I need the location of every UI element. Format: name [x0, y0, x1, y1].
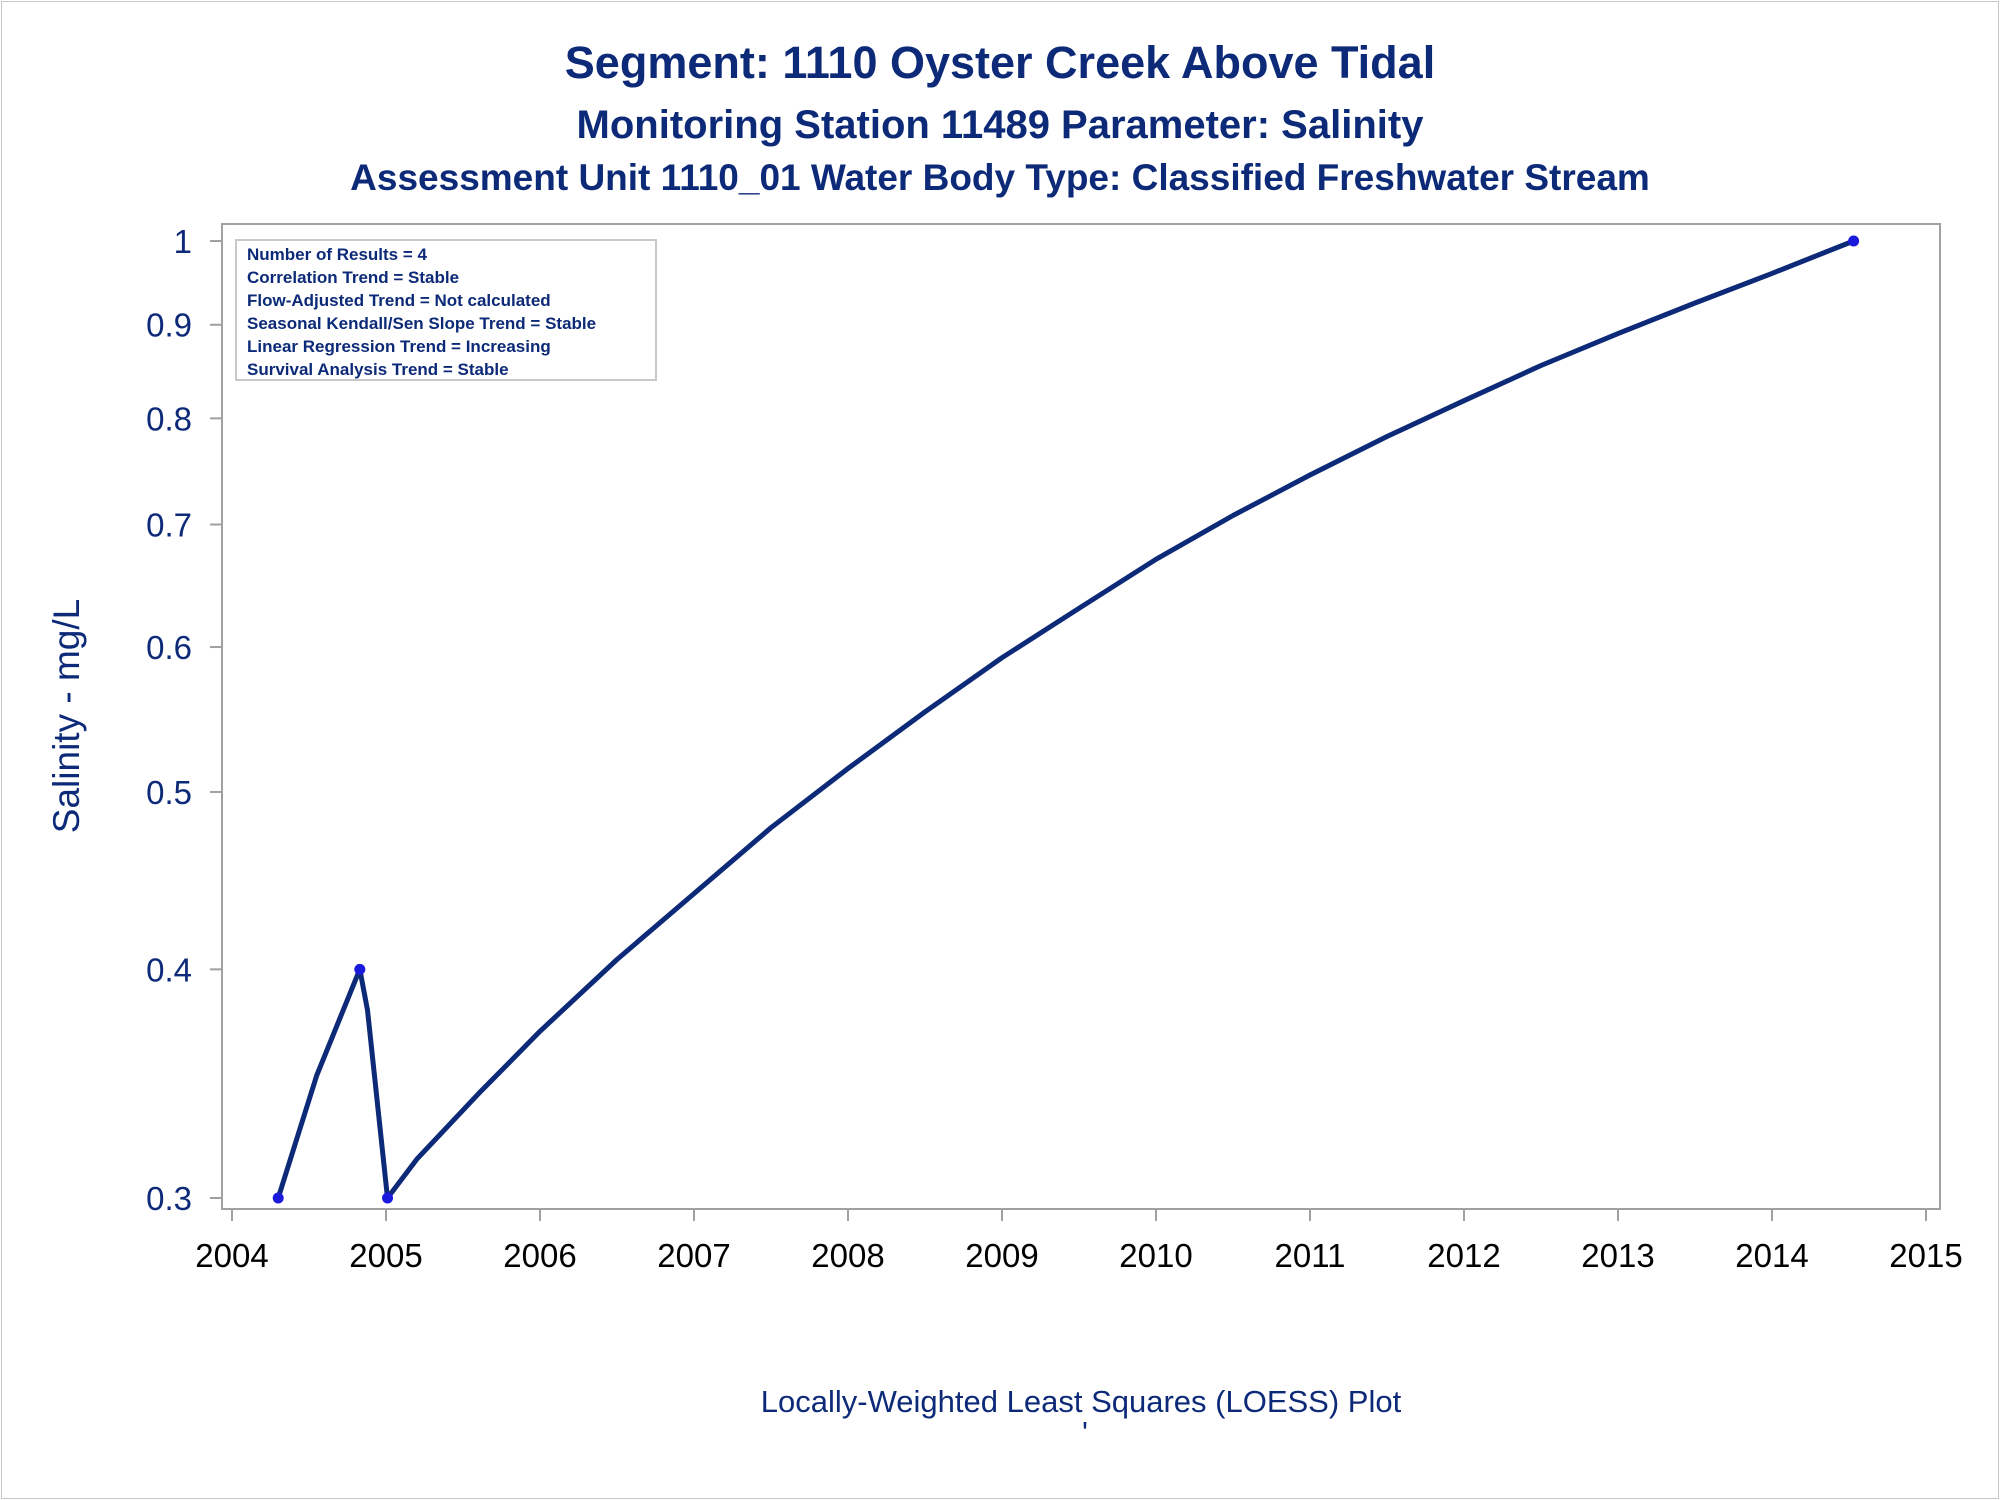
y-tick-label-5: 0.8	[146, 400, 192, 437]
chart-subtitle-2: Assessment Unit 1110_01 Water Body Type:…	[350, 157, 1650, 198]
x-tick-label-7: 2011	[1275, 1237, 1346, 1274]
x-tick-label-9: 2013	[1581, 1237, 1654, 1274]
trend-summary-line-2: Flow-Adjusted Trend = Not calculated	[247, 291, 551, 310]
x-tick-label-8: 2012	[1427, 1237, 1500, 1274]
data-point-0	[272, 1192, 284, 1204]
y-tick-label-7: 1	[174, 223, 192, 260]
x-tick-label-3: 2007	[657, 1237, 730, 1274]
chart-subtitle-1: Monitoring Station 11489 Parameter: Sali…	[577, 103, 1425, 147]
x-tick-label-6: 2010	[1119, 1237, 1192, 1274]
y-axis: 0.3 0.4 0.5 0.6 0.7 0.8 0.9 1	[146, 223, 222, 1217]
data-point-3	[1848, 235, 1860, 247]
loess-curve-line	[275, 238, 1857, 1201]
trend-summary-line-5: Survival Analysis Trend = Stable	[247, 360, 509, 379]
x-tick-label-0: 2004	[195, 1237, 268, 1274]
chart-footnote: Locally-Weighted Least Squares (LOESS) P…	[761, 1384, 1402, 1419]
trend-summary-line-0: Number of Results = 4	[247, 245, 428, 264]
data-point-1	[354, 963, 366, 975]
trend-summary-line-3: Seasonal Kendall/Sen Slope Trend = Stabl…	[247, 314, 596, 333]
x-tick-label-1: 2005	[349, 1237, 422, 1274]
chart-footnote-mark: '	[1082, 1415, 1088, 1450]
x-tick-label-11: 2015	[1889, 1237, 1962, 1274]
y-tick-label-4: 0.7	[146, 507, 192, 544]
y-tick-label-0: 0.3	[146, 1180, 192, 1217]
trend-summary-border	[235, 239, 657, 381]
trend-summary-line-4: Linear Regression Trend = Increasing	[247, 337, 551, 356]
series-group	[272, 235, 1860, 1204]
y-tick-label-6: 0.9	[146, 307, 192, 344]
y-tick-label-3: 0.6	[146, 629, 192, 666]
y-tick-label-2: 0.5	[146, 774, 192, 811]
plot-area	[221, 223, 1941, 1210]
y-axis-label: Salinity - mg/L	[46, 599, 87, 833]
chart-title: Segment: 1110 Oyster Creek Above Tidal	[565, 37, 1435, 88]
x-tick-label-4: 2008	[811, 1237, 884, 1274]
x-axis: 2004 2005 2006 2007 2008 2009 2010 2011 2012 2013…	[195, 1209, 1963, 1274]
x-tick-label-5: 2009	[965, 1237, 1038, 1274]
trend-summary-box: Number of Results = 4 Correlation Trend =…	[235, 239, 657, 381]
x-tick-label-2: 2006	[503, 1237, 576, 1274]
y-tick-label-1: 0.4	[146, 951, 192, 988]
x-tick-label-10: 2014	[1735, 1237, 1808, 1274]
trend-summary-line-1: Correlation Trend = Stable	[247, 268, 459, 287]
data-point-2	[382, 1192, 394, 1204]
